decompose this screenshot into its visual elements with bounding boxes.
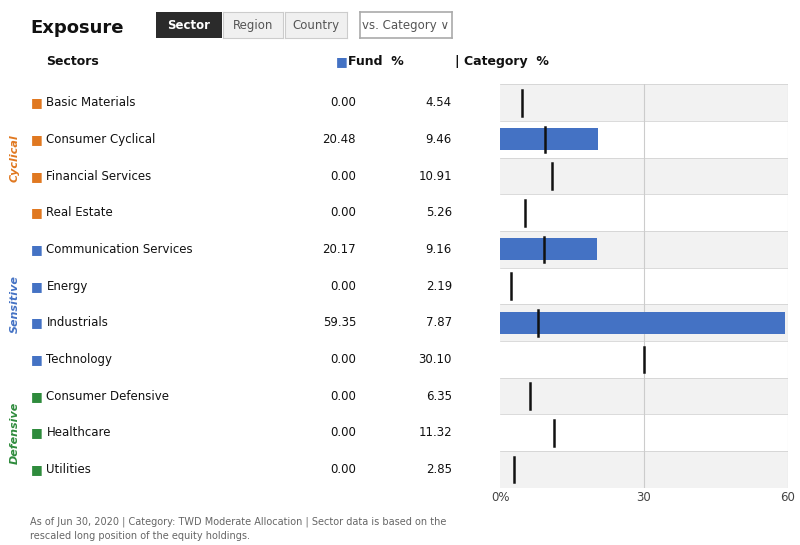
Text: Sensitive: Sensitive <box>10 276 19 334</box>
Text: Industrials: Industrials <box>46 316 108 329</box>
Text: 4.54: 4.54 <box>426 96 452 110</box>
Text: As of Jun 30, 2020 | Category: TWD Moderate Allocation | Sector data is based on: As of Jun 30, 2020 | Category: TWD Moder… <box>30 517 446 541</box>
Text: ■: ■ <box>30 353 42 366</box>
Text: ■: ■ <box>30 133 42 146</box>
Text: Healthcare: Healthcare <box>46 426 111 439</box>
Text: ■: ■ <box>30 426 42 439</box>
Text: 0.00: 0.00 <box>330 353 356 366</box>
Text: Technology: Technology <box>46 353 112 366</box>
Text: 2.19: 2.19 <box>426 280 452 293</box>
Text: 0.00: 0.00 <box>330 390 356 403</box>
Text: 0.00: 0.00 <box>330 280 356 293</box>
Bar <box>500 378 788 414</box>
Text: ■: ■ <box>30 243 42 256</box>
Text: Utilities: Utilities <box>46 463 91 476</box>
Text: 0.00: 0.00 <box>330 463 356 476</box>
Text: Defensive: Defensive <box>10 402 19 464</box>
Bar <box>500 312 785 334</box>
Text: Cyclical: Cyclical <box>10 134 19 181</box>
Text: 0.00: 0.00 <box>330 96 356 110</box>
Text: Energy: Energy <box>46 280 88 293</box>
Text: Consumer Cyclical: Consumer Cyclical <box>46 133 156 146</box>
Text: 59.35: 59.35 <box>322 316 356 329</box>
Text: Communication Services: Communication Services <box>46 243 193 256</box>
Bar <box>500 84 788 121</box>
Text: Sectors: Sectors <box>46 55 99 68</box>
Text: ■: ■ <box>336 55 348 68</box>
Text: ■: ■ <box>30 207 42 219</box>
Text: Region: Region <box>233 19 274 32</box>
Text: 0.00: 0.00 <box>330 207 356 219</box>
Text: Exposure: Exposure <box>30 19 124 37</box>
Text: Fund  %: Fund % <box>348 55 404 68</box>
Text: |: | <box>454 55 459 68</box>
Bar <box>500 129 598 150</box>
Text: Real Estate: Real Estate <box>46 207 113 219</box>
Bar <box>500 268 788 305</box>
Text: ■: ■ <box>30 390 42 403</box>
Text: ■: ■ <box>30 169 42 183</box>
Text: Financial Services: Financial Services <box>46 169 152 183</box>
Text: Basic Materials: Basic Materials <box>46 96 136 110</box>
Text: 0.00: 0.00 <box>330 169 356 183</box>
Bar <box>500 341 788 378</box>
Text: Sector: Sector <box>167 19 210 32</box>
Bar <box>500 414 788 451</box>
Text: 20.17: 20.17 <box>322 243 356 256</box>
Text: 9.46: 9.46 <box>426 133 452 146</box>
Bar <box>500 231 788 268</box>
Bar <box>500 195 788 231</box>
Text: 7.87: 7.87 <box>426 316 452 329</box>
Bar <box>500 451 788 488</box>
Bar <box>500 239 597 261</box>
Text: Category  %: Category % <box>464 55 549 68</box>
Text: 0.00: 0.00 <box>330 426 356 439</box>
Text: Consumer Defensive: Consumer Defensive <box>46 390 170 403</box>
Bar <box>500 121 788 158</box>
Text: 20.48: 20.48 <box>322 133 356 146</box>
Text: ■: ■ <box>30 280 42 293</box>
Text: ■: ■ <box>30 463 42 476</box>
Text: 11.32: 11.32 <box>418 426 452 439</box>
Text: ■: ■ <box>30 96 42 110</box>
Text: 2.85: 2.85 <box>426 463 452 476</box>
Text: 30.10: 30.10 <box>418 353 452 366</box>
Bar <box>500 158 788 195</box>
Text: 9.16: 9.16 <box>426 243 452 256</box>
Text: 5.26: 5.26 <box>426 207 452 219</box>
Text: 6.35: 6.35 <box>426 390 452 403</box>
Text: ■: ■ <box>30 316 42 329</box>
Bar <box>500 305 788 341</box>
Text: Country: Country <box>293 19 339 32</box>
Text: vs. Category ∨: vs. Category ∨ <box>362 19 450 32</box>
Text: 10.91: 10.91 <box>418 169 452 183</box>
